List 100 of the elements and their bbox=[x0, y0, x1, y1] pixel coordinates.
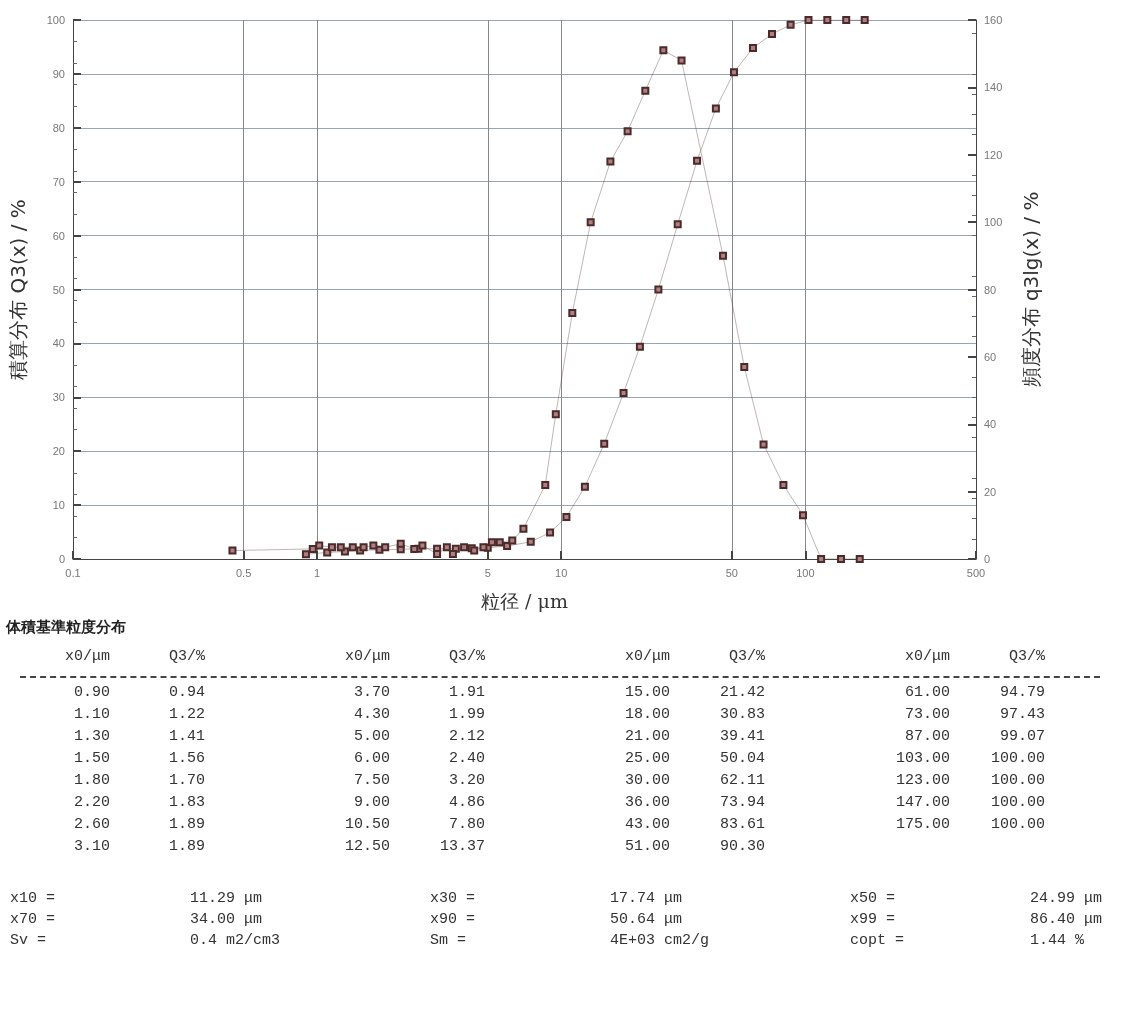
text: x0/μm bbox=[344, 648, 390, 665]
text: Q3/% bbox=[728, 648, 765, 665]
y-tick-label: 100 bbox=[46, 14, 65, 26]
category-label: 15.00 bbox=[624, 684, 670, 701]
y-tick-label: 30 bbox=[52, 391, 65, 404]
data-label: 2.12 bbox=[448, 728, 485, 745]
category-label: 2.20 bbox=[73, 794, 110, 811]
category-label: 12.50 bbox=[344, 838, 390, 855]
category-label: 25.00 bbox=[624, 750, 670, 767]
data-label: 1.83 bbox=[168, 794, 205, 811]
category-label: 36.00 bbox=[624, 794, 670, 811]
y2-tick-label: 0 bbox=[984, 553, 991, 565]
text: x99 = bbox=[850, 911, 896, 928]
category-label: 1.80 bbox=[73, 772, 110, 789]
y2-tick-label: 100 bbox=[984, 216, 1003, 229]
x-axis-title: 粒径 / μm bbox=[481, 589, 568, 612]
text: 0.4 m2/cm3 bbox=[190, 932, 281, 949]
category-label: 5.00 bbox=[353, 728, 390, 745]
y2-tick-label: 160 bbox=[984, 14, 1003, 26]
y2-tick-label: 140 bbox=[984, 81, 1003, 94]
data-label: 1.22 bbox=[168, 706, 205, 723]
x-tick-label: 500 bbox=[966, 566, 986, 579]
text: Q3/% bbox=[168, 648, 205, 665]
data-label: 7.80 bbox=[448, 816, 485, 833]
text: x0/μm bbox=[624, 648, 670, 665]
text: x70 = bbox=[10, 911, 56, 928]
text: x90 = bbox=[430, 911, 476, 928]
category-label: 6.00 bbox=[353, 750, 390, 767]
category-label: 2.60 bbox=[73, 816, 110, 833]
category-label: 21.00 bbox=[624, 728, 670, 745]
x-tick-label: 50 bbox=[725, 566, 738, 579]
y-tick-label: 0 bbox=[58, 553, 65, 565]
category-label: 175.00 bbox=[895, 816, 950, 833]
text: 1.44 % bbox=[1030, 932, 1085, 949]
data-label: 21.42 bbox=[719, 684, 765, 701]
category-label: 51.00 bbox=[624, 838, 670, 855]
category-label: 10.50 bbox=[344, 816, 390, 833]
text: x0/μm bbox=[904, 648, 950, 665]
x-tick-label: 1 bbox=[314, 566, 321, 579]
y-axis-title: 積算分布 Q3(x) / % bbox=[6, 199, 30, 380]
text: x50 = bbox=[850, 890, 896, 907]
x-tick-label: 0.5 bbox=[235, 566, 252, 579]
y2-tick-label: 80 bbox=[984, 283, 997, 296]
y-tick-label: 60 bbox=[52, 229, 65, 242]
data-label: 62.11 bbox=[719, 772, 765, 789]
y-tick-label: 90 bbox=[52, 67, 65, 80]
text: 24.99 μm bbox=[1030, 890, 1103, 907]
x-tick-label: 100 bbox=[796, 566, 815, 579]
y-tick-label: 50 bbox=[52, 283, 65, 296]
text: Sv = bbox=[10, 932, 47, 949]
category-label: 0.90 bbox=[73, 684, 110, 701]
data-label: 83.61 bbox=[719, 816, 765, 833]
data-label: 73.94 bbox=[719, 794, 765, 811]
category-label: 147.00 bbox=[895, 794, 950, 811]
data-label: 2.40 bbox=[448, 750, 485, 767]
x-tick-label: 10 bbox=[555, 566, 568, 579]
text: x10 = bbox=[10, 890, 56, 907]
text: 体積基準粒度分布 bbox=[6, 618, 126, 637]
data-label: 100.00 bbox=[990, 816, 1045, 833]
text: x30 = bbox=[430, 890, 476, 907]
text: 34.00 μm bbox=[190, 911, 263, 928]
category-label: 43.00 bbox=[624, 816, 670, 833]
data-label: 100.00 bbox=[990, 750, 1045, 767]
category-label: 123.00 bbox=[895, 772, 950, 789]
text: Q3/% bbox=[448, 648, 485, 665]
text: 86.40 μm bbox=[1030, 911, 1103, 928]
y2-tick-label: 20 bbox=[984, 485, 997, 498]
data-label: 50.04 bbox=[719, 750, 765, 767]
y2-tick-label: 40 bbox=[984, 418, 997, 431]
data-label: 100.00 bbox=[990, 772, 1045, 789]
text: 50.64 μm bbox=[610, 911, 683, 928]
data-label: 39.41 bbox=[719, 728, 765, 745]
y2-tick-label: 60 bbox=[984, 350, 997, 363]
category-label: 73.00 bbox=[904, 706, 950, 723]
category-label: 3.70 bbox=[353, 684, 390, 701]
y2-axis-title: 頻度分布 q3lg(x) / % bbox=[1019, 191, 1043, 388]
data-label: 30.83 bbox=[719, 706, 765, 723]
y-tick-label: 40 bbox=[52, 337, 65, 350]
category-label: 103.00 bbox=[895, 750, 950, 767]
data-label: 90.30 bbox=[719, 838, 765, 855]
category-label: 87.00 bbox=[904, 728, 950, 745]
y-tick-label: 20 bbox=[52, 445, 65, 458]
data-label: 94.79 bbox=[999, 684, 1045, 701]
category-label: 30.00 bbox=[624, 772, 670, 789]
text: 17.74 μm bbox=[610, 890, 683, 907]
category-label: 1.30 bbox=[73, 728, 110, 745]
y-tick-label: 70 bbox=[52, 175, 65, 188]
text: Sm = bbox=[430, 932, 467, 949]
data-label: 1.56 bbox=[168, 750, 205, 767]
category-label: 18.00 bbox=[624, 706, 670, 723]
y-tick-label: 10 bbox=[52, 499, 65, 512]
text: 4E+03 cm2/g bbox=[610, 932, 710, 949]
data-label: 99.07 bbox=[999, 728, 1045, 745]
text: Q3/% bbox=[1008, 648, 1045, 665]
x-tick-label: 5 bbox=[484, 566, 491, 579]
data-label: 1.89 bbox=[168, 838, 205, 855]
category-label: 9.00 bbox=[353, 794, 390, 811]
text: 11.29 μm bbox=[190, 890, 263, 907]
data-label: 3.20 bbox=[448, 772, 485, 789]
data-label: 97.43 bbox=[999, 706, 1045, 723]
